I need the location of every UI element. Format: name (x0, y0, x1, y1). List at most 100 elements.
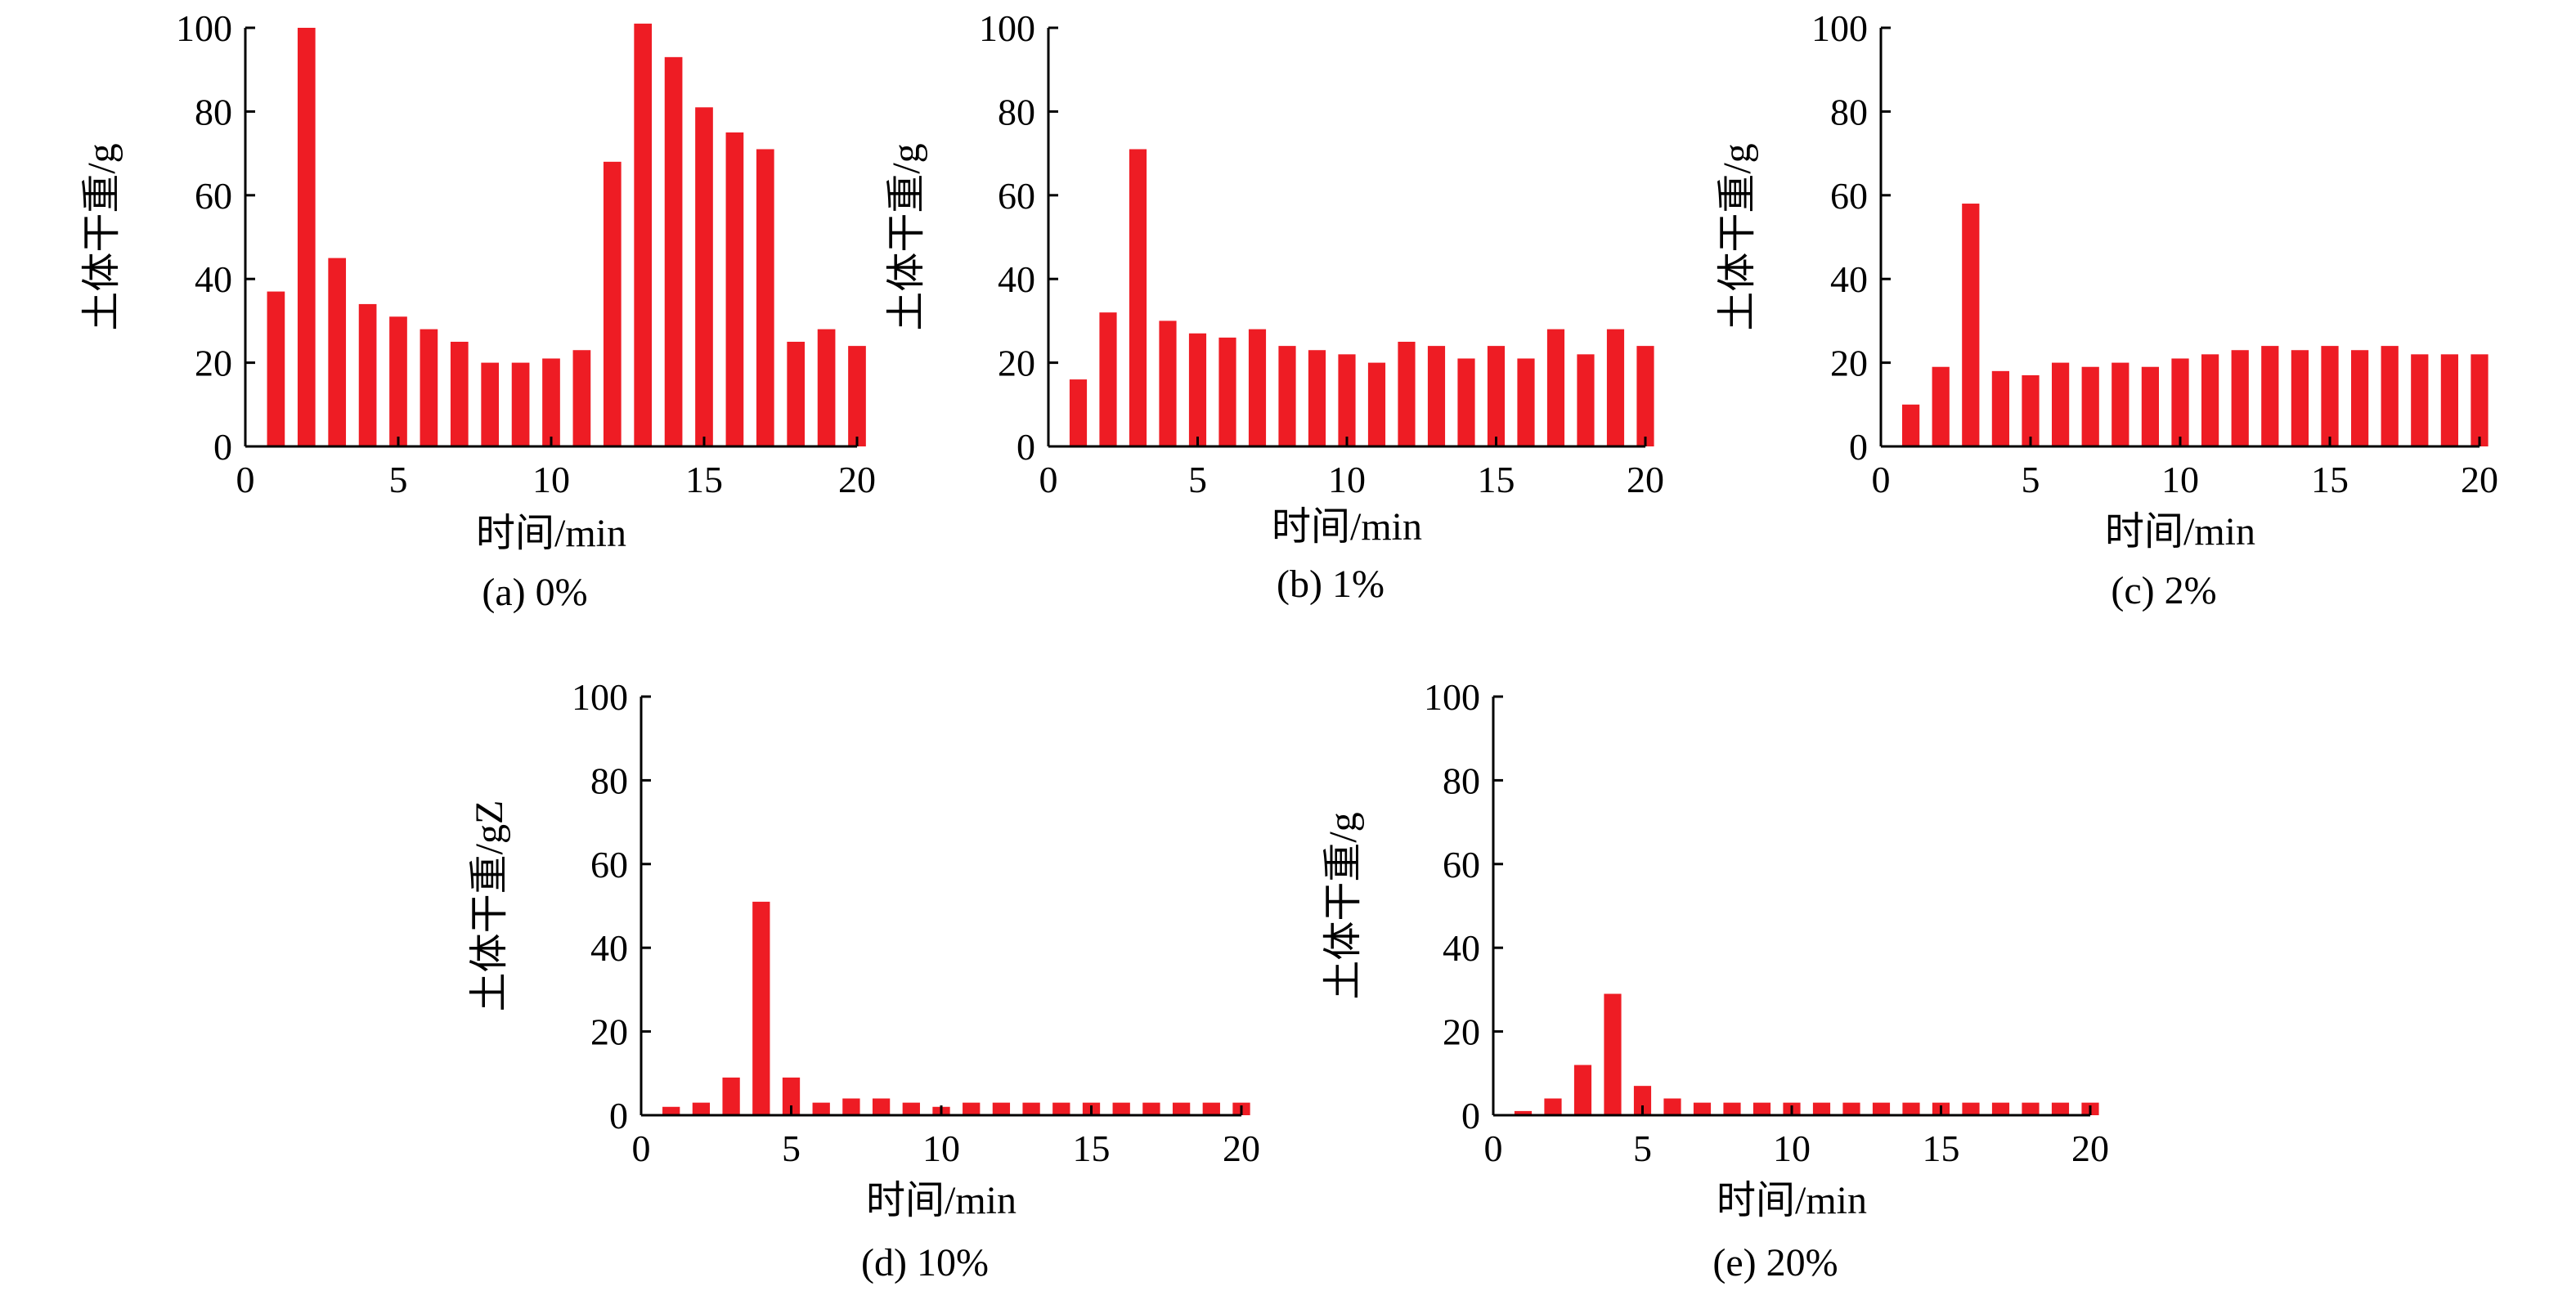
bar (481, 362, 500, 446)
bar (2350, 350, 2369, 446)
bar (1129, 149, 1147, 447)
y-tick-label: 40 (1830, 258, 1868, 300)
bar (2022, 374, 2040, 446)
y-axis-label: 土体干重/g (80, 143, 123, 330)
panel-caption: (d) 10% (861, 1241, 989, 1284)
bar (328, 258, 347, 446)
bar (1367, 362, 1386, 446)
panel-e: 0 20 40 60 80 100 0 5 10 15 20 时间/min 土体干重/g (e) 20% (1322, 676, 2109, 1284)
x-tick-label: 10 (1328, 459, 1366, 500)
y-tick-label: 80 (998, 91, 1035, 132)
x-tick-label: 15 (685, 459, 723, 500)
x-tick-label: 5 (389, 459, 408, 500)
bar (1752, 1102, 1771, 1115)
x-tick-label: 0 (236, 459, 255, 500)
bar (603, 161, 622, 446)
bar (1218, 337, 1236, 446)
bar (695, 107, 713, 446)
bar (1308, 350, 1326, 446)
panel-caption: (c) 2% (2111, 569, 2216, 612)
y-tick-label: 100 (572, 676, 628, 718)
x-tick-label: 20 (838, 459, 876, 500)
bar (848, 346, 866, 446)
y-tick-label: 60 (998, 175, 1035, 217)
y-tick-label: 0 (1461, 1095, 1480, 1136)
x-tick-label: 20 (1627, 459, 1664, 500)
bar (812, 1102, 830, 1115)
bar (1278, 346, 1296, 446)
y-tick-label: 40 (590, 927, 628, 969)
bar (1172, 1102, 1191, 1115)
panel-d: 0 20 40 60 80 100 0 5 10 15 20 时间/min 土体干重/gZ (d) 10% (468, 676, 1260, 1284)
bar (572, 350, 591, 446)
bar (1901, 404, 1920, 446)
x-tick-label: 15 (1923, 1127, 1960, 1169)
bar (2381, 346, 2399, 446)
bar (2471, 354, 2488, 446)
x-tick-label: 5 (2022, 459, 2040, 500)
bar (2201, 354, 2219, 446)
bar (1544, 1098, 1562, 1115)
y-tick-label: 0 (609, 1095, 628, 1136)
x-tick-label: 20 (2461, 459, 2498, 500)
bar (1842, 1102, 1860, 1115)
bar (1069, 379, 1088, 446)
y-axis-label: 土体干重/g (885, 143, 928, 330)
y-tick-label: 0 (1849, 426, 1868, 468)
x-tick-label: 10 (2161, 459, 2199, 500)
bar (1427, 346, 1446, 446)
x-tick-label: 10 (532, 459, 570, 500)
x-tick-label: 0 (632, 1127, 651, 1169)
bar (756, 149, 774, 447)
y-tick-label: 100 (979, 7, 1035, 49)
x-tick-label: 20 (1223, 1127, 1260, 1169)
y-tick-label: 80 (590, 760, 628, 801)
bar (1338, 354, 1356, 446)
bar (1112, 1102, 1130, 1115)
bar (2231, 350, 2249, 446)
bar (511, 362, 530, 446)
y-axis-label: 土体干重/gZ (468, 800, 511, 1012)
x-tick-label: 5 (782, 1127, 801, 1169)
bar (634, 23, 653, 446)
y-tick-label: 100 (1424, 676, 1480, 718)
x-axis-label: 时间/min (866, 1179, 1016, 1222)
bar (963, 1102, 981, 1115)
bar (2321, 346, 2339, 446)
y-tick-label: 80 (1830, 91, 1868, 132)
bar (1188, 333, 1207, 446)
bar (389, 316, 407, 446)
bar (267, 291, 285, 446)
y-tick-label: 20 (590, 1011, 628, 1053)
bar (1514, 1110, 1533, 1115)
x-axis-label: 时间/min (2105, 510, 2255, 554)
bar (1099, 312, 1117, 446)
bar (1248, 329, 1267, 446)
bar (1052, 1102, 1070, 1115)
x-tick-label: 0 (1872, 459, 1891, 500)
panel-a: 0 20 40 60 80 100 0 5 10 15 20 时间/min 土体干重/g (a) 0% (80, 7, 876, 614)
bar (817, 329, 836, 446)
bar (1604, 993, 1622, 1115)
bar (1202, 1102, 1220, 1115)
y-axis-label: 土体干重/g (1716, 143, 1759, 330)
bar (1633, 1086, 1652, 1115)
bar (1636, 346, 1654, 446)
x-tick-label: 0 (1039, 459, 1058, 500)
bar (2112, 362, 2129, 446)
bar (692, 1102, 711, 1115)
bar (542, 358, 560, 446)
bar (450, 342, 469, 446)
x-tick-label: 0 (1484, 1127, 1503, 1169)
x-tick-label: 10 (922, 1127, 960, 1169)
y-tick-label: 100 (176, 7, 232, 49)
bar (2051, 1102, 2070, 1115)
bar (1932, 366, 1950, 446)
bar (1487, 346, 1506, 446)
x-tick-label: 10 (1773, 1127, 1811, 1169)
bar (1159, 321, 1177, 446)
bar (2141, 366, 2160, 446)
bar (1663, 1098, 1681, 1115)
bar (2261, 346, 2279, 446)
